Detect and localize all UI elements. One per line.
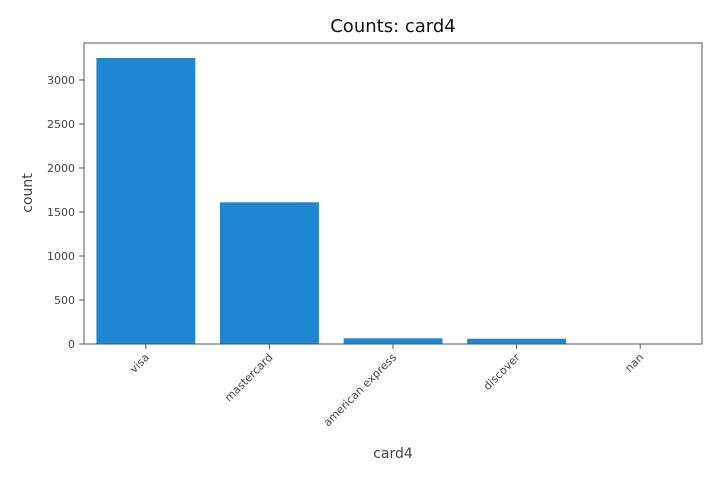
x-tick-label: discover	[481, 351, 523, 393]
x-tick-label: mastercard	[222, 351, 275, 404]
bar-visa	[96, 58, 196, 344]
y-axis-label: count	[20, 173, 36, 213]
chart-title: Counts: card4	[330, 16, 456, 37]
x-tick-label: visa	[127, 351, 152, 376]
y-tick-label: 500	[54, 294, 75, 307]
bar-american-express	[343, 338, 443, 344]
y-tick-label: 1500	[47, 206, 75, 219]
y-tick-label: 0	[68, 338, 75, 351]
bar-group	[96, 58, 567, 344]
x-axis-label: card4	[373, 446, 413, 462]
x-tick-label: nan	[623, 351, 647, 375]
bar-mastercard	[220, 202, 319, 344]
y-tick-label: 2000	[47, 162, 75, 175]
bar-discover	[467, 338, 567, 344]
x-axis: visa mastercard american express discover na…	[127, 344, 646, 429]
y-tick-label: 2500	[47, 118, 75, 131]
x-tick-label: american express	[321, 351, 399, 429]
y-tick-label: 3000	[47, 74, 75, 87]
y-axis: 0 500 1000 1500 2000 2500 3000	[47, 74, 84, 351]
y-tick-label: 1000	[47, 250, 75, 263]
plot-frame	[83, 42, 703, 345]
